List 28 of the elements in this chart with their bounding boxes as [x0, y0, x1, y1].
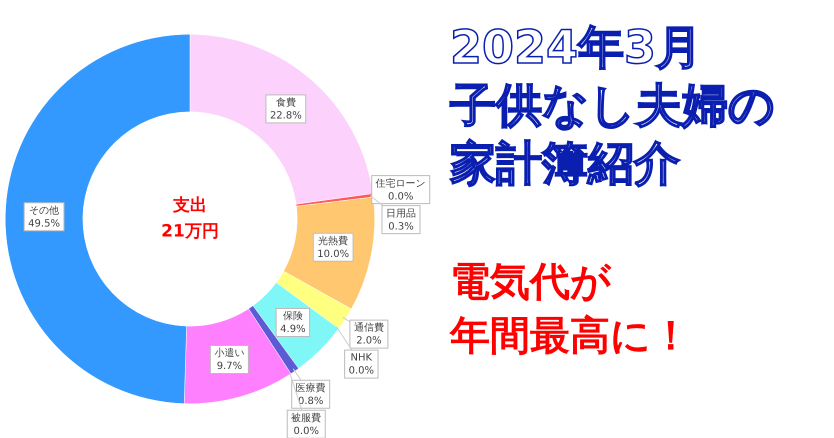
slice-label: 小遣い [214, 347, 244, 360]
data-label: 2.0% [356, 336, 382, 347]
data-label: 49.5% [28, 218, 60, 230]
slice-label: その他 [29, 204, 60, 216]
text: 21万円 [161, 221, 219, 242]
data-label: 22.8% [270, 110, 302, 122]
data-label: 10.0% [317, 248, 350, 260]
data-label: 9.7% [216, 361, 242, 372]
slice-label: 光熱費 [318, 234, 348, 247]
data-label: 4.9% [280, 324, 306, 336]
category-label: 住宅ローン [376, 178, 426, 190]
text: 電気代が [450, 258, 612, 307]
text: 子供なし夫婦の家計簿紹介 [450, 77, 776, 192]
text: 0.0% [348, 366, 374, 377]
category-label: 被服費 [291, 412, 322, 424]
text: 0.0% [294, 426, 319, 437]
slice-label: 食費 [276, 96, 296, 109]
text: 年間最高に！ [450, 312, 691, 361]
text: 支出 [172, 195, 207, 216]
slice-label: 保険 [282, 311, 303, 322]
slice-label: 日用品 [386, 208, 416, 220]
text: 0.0% [388, 191, 414, 202]
data-label: 0.3% [388, 221, 414, 232]
data-label: 0.8% [298, 396, 324, 407]
text: 2024年3月 [450, 19, 702, 76]
slice-label: 通信費 [354, 322, 384, 334]
category-label: NHK [350, 352, 372, 364]
slice-label: 医療費 [296, 382, 326, 394]
